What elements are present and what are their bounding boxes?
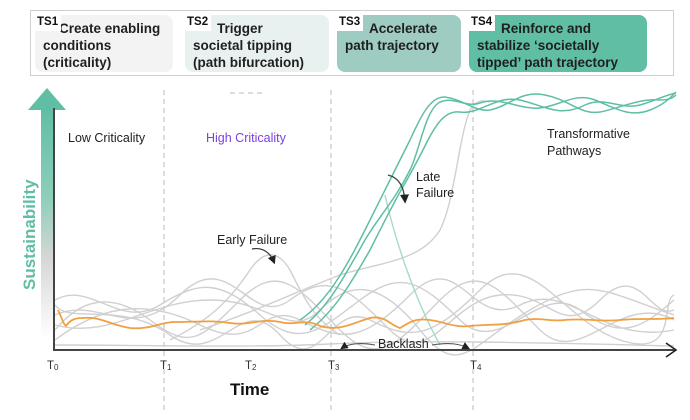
late-tipping-gray-path (199, 100, 491, 331)
x-axis-label: Time (230, 380, 269, 399)
stage-ts2: TS2 Trigger societal tipping (path bifur… (185, 15, 329, 72)
backlash-arrow-left-icon (340, 341, 376, 350)
stage-text: Create enabling (59, 21, 161, 36)
teal-path (304, 91, 677, 326)
gray-path-flat (54, 341, 675, 347)
transformative-label-line2: Pathways (547, 144, 601, 158)
stage-text: (path bifurcation) (193, 55, 304, 70)
stage-header: TS1 Create enabling conditions (critical… (30, 10, 674, 76)
time-ticks: T0 T1 T2 T3 T4 (47, 360, 482, 372)
backlash-label: Backlash (378, 337, 429, 351)
backlash-arrow-right-icon (431, 342, 470, 349)
stage-text: conditions (43, 38, 112, 53)
status-quo-path (57, 309, 675, 330)
gray-path (54, 278, 675, 343)
x-axis-arrowhead-icon (665, 342, 678, 358)
stage-ts1: TS1 Create enabling conditions (critical… (35, 15, 173, 72)
sustainability-arrowhead-icon (28, 88, 66, 110)
y-axis-label: Sustainability (20, 179, 39, 290)
stage-text: Reinforce and (501, 21, 592, 36)
stage-tag: TS1 (35, 15, 62, 31)
tick-t0: T0 (47, 360, 59, 372)
gray-path (54, 278, 675, 341)
stage-tag: TS3 (337, 15, 364, 31)
stage-text: tipped’ path trajectory (477, 55, 619, 70)
sustainability-gradient-bar (41, 108, 54, 338)
early-failure-label: Early Failure (217, 233, 287, 247)
stage-ts4: TS4 Reinforce and stabilize ‘societally … (469, 15, 647, 72)
stage-text: path trajectory (345, 38, 439, 53)
teal-path (309, 92, 677, 331)
tick-t4: T4 (470, 360, 482, 372)
late-failure-arrow-icon (387, 174, 410, 204)
gray-path (54, 288, 675, 356)
tick-t3: T3 (328, 360, 340, 372)
stage-tag: TS2 (185, 15, 212, 31)
period-dividers (163, 90, 474, 410)
stage-tag: TS4 (469, 15, 496, 31)
gray-path (54, 273, 675, 350)
stage-text: (criticality) (43, 55, 112, 70)
stage-text: societal tipping (193, 38, 293, 53)
gray-path (54, 280, 675, 350)
stage-ts3: TS3 Accelerate path trajectory (337, 15, 461, 72)
stage-text: stabilize ‘societally (477, 38, 600, 53)
teal-path (299, 93, 677, 321)
late-failure-path (384, 194, 441, 346)
high-criticality-label: High Criticality (206, 131, 287, 145)
late-failure-label-line2: Failure (416, 186, 454, 200)
tick-t1: T1 (160, 360, 172, 372)
late-failure-label-line1: Late (416, 170, 440, 184)
stage-text: Accelerate (369, 21, 438, 36)
early-failure-arrow-icon (251, 247, 276, 265)
stage-text: Trigger (217, 21, 263, 36)
transformative-pathways (299, 91, 677, 331)
tick-t2: T2 (245, 360, 257, 372)
early-failure-path (169, 254, 341, 341)
transformative-label-line1: Transformative (547, 127, 630, 141)
low-criticality-label: Low Criticality (68, 131, 146, 145)
